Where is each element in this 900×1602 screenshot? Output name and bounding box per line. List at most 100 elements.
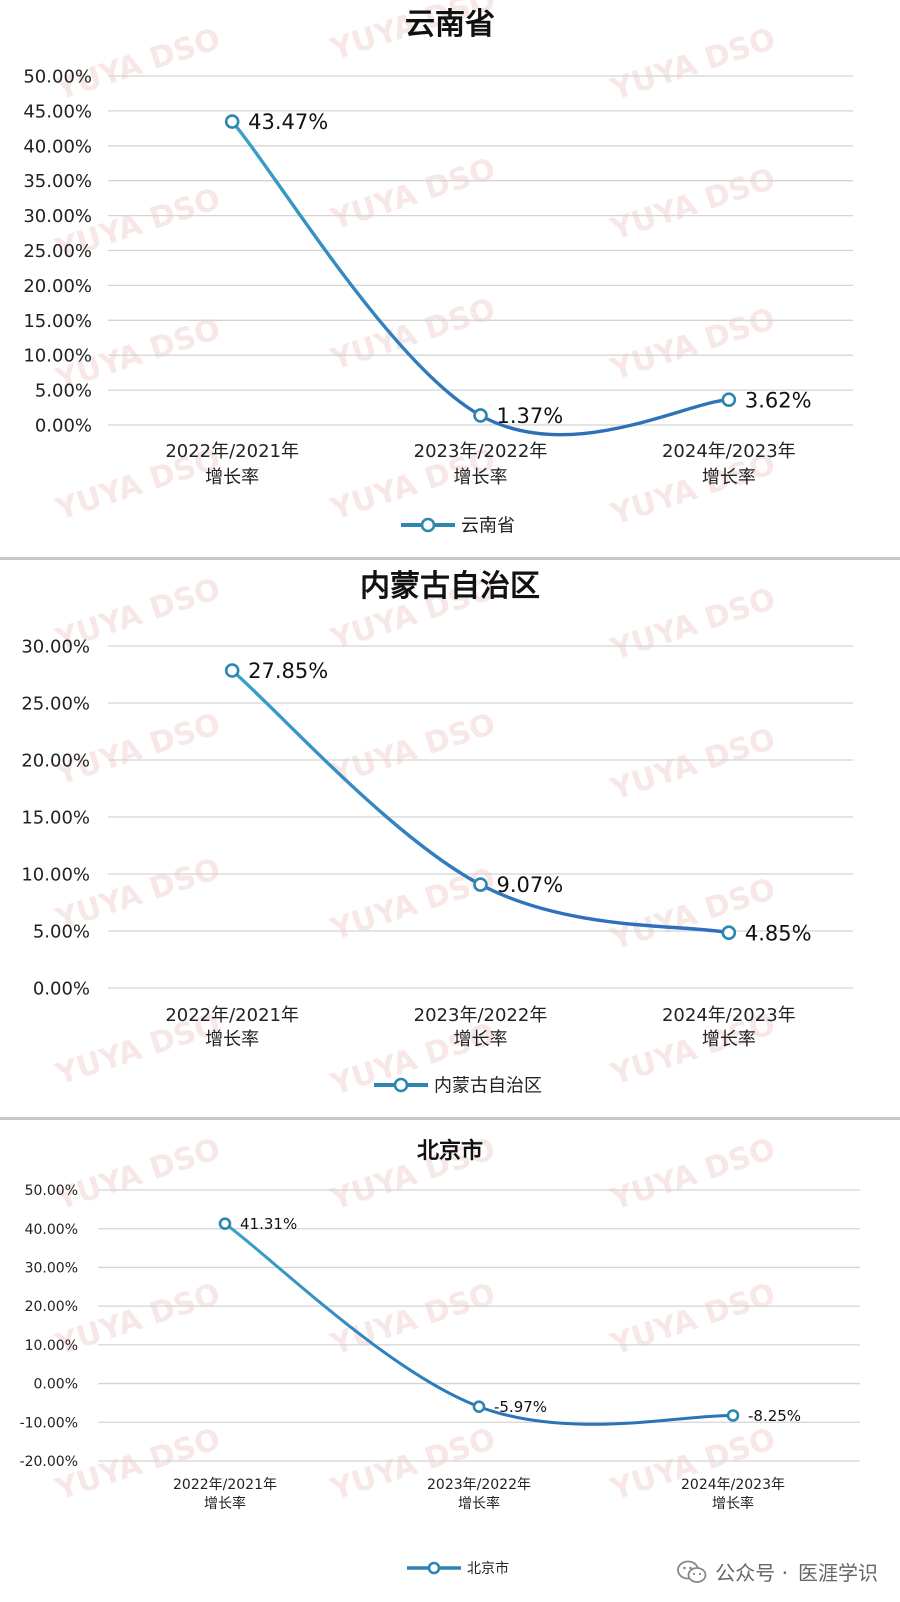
y-tick-label: 10.00% [23,346,92,367]
y-tick-label: 0.00% [33,978,90,999]
watermark-text: YUYA DSO [606,302,780,388]
chart-yunnan: YUYA DSO YUYA DSO YUYA DSO YUYA DSO YUYA DSO… [23,0,853,536]
y-tick-label: 20.00% [21,750,90,771]
y-tick-label: 0.00% [35,415,92,436]
y-tick-label: 15.00% [23,311,92,332]
watermark-text: YUYA DSO [606,162,780,248]
data-point [472,1400,486,1413]
chart-panel-inner-mongolia: YUYA DSO YUYA DSO YUYA DSO YUYA DSO YUYA DSO… [0,560,900,1120]
watermark-text: YUYA DSO [606,582,780,668]
watermark-text: YUYA DSO [326,152,500,238]
chart-title: 云南省 [405,7,495,42]
y-tick-label: 25.00% [21,693,90,714]
chart-beijing: YUYA DSO YUYA DSO YUYA DSO YUYA DSO YUYA DSO… [20,1132,860,1577]
y-tick-label: 20.00% [25,1299,78,1315]
x-category-label: 增长率 [454,467,508,488]
legend-marker [393,1077,409,1093]
x-category-label: 2022年/2021年 [165,1005,299,1026]
y-tick-label: 30.00% [21,636,90,657]
x-category-label: 增长率 [454,1029,508,1050]
watermark-text: YUYA DSO [606,1132,780,1218]
watermark-text: YUYA DSO [326,292,500,378]
legend: 北京市 [407,1560,509,1577]
data-label: 3.62% [745,388,812,412]
x-category-label: 增长率 [702,467,756,488]
x-category-label: 增长率 [204,1495,246,1512]
footer-account: 公众号 · 医涯学识 [677,1557,878,1586]
y-tick-label: 10.00% [25,1338,78,1354]
footer-account-prefix: 公众号 · [715,1561,788,1585]
data-label: -8.25% [748,1407,801,1425]
y-tick-label: 5.00% [35,381,92,402]
data-label: 9.07% [497,873,564,897]
x-category-label: 2024年/2023年 [681,1477,785,1493]
x-category-label: 2024年/2023年 [662,441,796,462]
y-tick-label: 15.00% [21,807,90,828]
chart-panel-yunnan: YUYA DSO YUYA DSO YUYA DSO YUYA DSO YUYA DSO… [0,0,900,560]
y-tick-label: 50.00% [25,1183,78,1199]
x-category-label: 增长率 [702,1029,756,1050]
legend-label: 云南省 [461,515,515,536]
x-category-label: 2023年/2022年 [427,1477,531,1493]
y-tick-label: 45.00% [23,101,92,122]
chart-title: 内蒙古自治区 [360,569,540,604]
y-tick-label: 40.00% [23,136,92,157]
x-category-label: 2022年/2021年 [173,1477,277,1493]
x-category-label: 增长率 [205,467,259,488]
legend-marker [427,1561,441,1575]
data-label: 4.85% [745,921,812,945]
watermark-text: YUYA DSO [326,1277,500,1363]
data-point [721,392,737,408]
data-point [218,1217,232,1230]
y-tick-label: -20.00% [20,1454,78,1470]
data-point [473,408,488,423]
y-tick-label: -10.00% [20,1415,78,1431]
y-tick-label: 35.00% [23,171,92,192]
x-category-label: 2023年/2022年 [414,1005,548,1026]
y-tick-label: 30.00% [25,1260,78,1276]
chart-panel-beijing: YUYA DSO YUYA DSO YUYA DSO YUYA DSO YUYA DSO… [0,1120,900,1602]
watermark-text: YUYA DSO [606,1422,780,1508]
watermark-text: YUYA DSO [51,1132,225,1218]
data-point [726,1409,740,1422]
watermark-text: YUYA DSO [606,22,780,108]
y-tick-label: 30.00% [23,206,92,227]
y-tick-label: 40.00% [25,1222,78,1238]
data-label: -5.97% [494,1398,547,1416]
wechat-icon [677,1560,707,1583]
data-label: 1.37% [497,404,564,428]
data-point [224,663,240,678]
data-point [473,877,488,892]
y-tick-label: 25.00% [23,241,92,262]
data-label: 41.31% [240,1215,297,1233]
data-label: 43.47% [248,110,328,134]
data-point [721,925,737,941]
watermark-text: YUYA DSO [606,1277,780,1363]
watermark-text: YUYA DSO [326,707,500,793]
watermark-text: YUYA DSO [326,1422,500,1508]
legend-label: 北京市 [467,1560,509,1577]
x-category-label: 增长率 [458,1495,500,1512]
watermark-group: YUYA DSO YUYA DSO YUYA DSO YUYA DSO YUYA DSO… [51,1132,780,1508]
legend: 内蒙古自治区 [374,1075,542,1096]
data-point [224,114,240,129]
legend: 云南省 [401,515,515,536]
legend-label: 内蒙古自治区 [434,1075,542,1096]
watermark-text: YUYA DSO [606,722,780,808]
x-category-label: 2024年/2023年 [662,1005,796,1026]
legend-marker [420,517,436,533]
data-label: 27.85% [248,659,328,683]
y-tick-label: 20.00% [23,276,92,297]
x-category-label: 增长率 [205,1029,259,1050]
footer-account-name: 医涯学识 [798,1561,878,1585]
y-tick-label: 50.00% [23,66,92,87]
watermark-text: YUYA DSO [51,22,225,108]
chart-title: 北京市 [417,1138,483,1164]
series-line [230,119,731,437]
x-category-label: 2023年/2022年 [414,441,548,462]
x-category-label: 增长率 [712,1495,754,1512]
y-tick-label: 10.00% [21,864,90,885]
y-tick-label: 0.00% [34,1377,78,1393]
